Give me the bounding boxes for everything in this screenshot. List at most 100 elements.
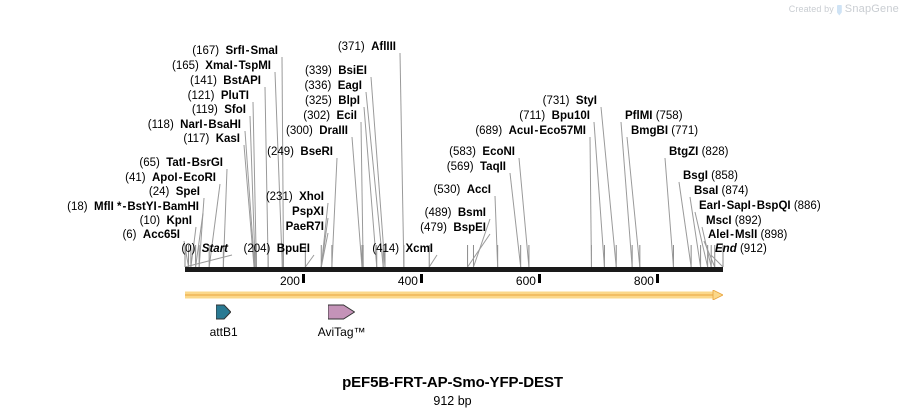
restriction-site-label[interactable]: BsgI (858)	[683, 170, 738, 183]
enzyme-name: BsrGI	[191, 157, 223, 169]
restriction-site-label[interactable]: (121) PluTI	[0, 90, 249, 103]
restriction-site-label[interactable]: PflMI (758)	[625, 110, 683, 123]
restriction-site-label[interactable]: (711) Bpu10I	[0, 110, 590, 123]
restriction-site-label[interactable]: (479) BspEI	[0, 222, 486, 235]
restriction-site-label[interactable]: MscI (892)	[706, 215, 762, 228]
restriction-site-label[interactable]: (119) SfoI	[0, 104, 246, 117]
site-position: (479)	[420, 222, 448, 234]
restriction-site-label[interactable]: (489) BsmI	[0, 207, 486, 220]
site-position: (65)	[139, 157, 160, 169]
site-position: (165)	[172, 60, 199, 72]
restriction-site-label[interactable]: (6) Acc65I	[0, 229, 180, 242]
watermark-prefix: Created by	[788, 4, 834, 14]
restriction-site-label[interactable]: (249) BseRI	[0, 146, 333, 159]
site-position: (325)	[305, 95, 332, 107]
restriction-site-label[interactable]: BtgZI (828)	[669, 146, 728, 159]
enzyme-name: BtgZI	[669, 146, 699, 158]
site-position: (758)	[655, 110, 683, 122]
restriction-site-label[interactable]: (41) ApoI-EcoRI	[0, 172, 216, 185]
enzyme-name: EcoNI	[482, 146, 515, 158]
restriction-site-label[interactable]: (117) KasI	[0, 133, 240, 146]
site-position: (892)	[734, 215, 762, 227]
label-separator: -	[751, 200, 756, 212]
site-position: (118)	[147, 119, 174, 131]
enzyme-name: AccI	[466, 184, 491, 196]
restriction-site-label[interactable]: (65) TatI-BsrGI	[0, 157, 223, 170]
restriction-site-label[interactable]: (371) AflIII	[0, 41, 396, 54]
restriction-site-label[interactable]: (569) TaqII	[0, 161, 506, 174]
site-position: (204)	[243, 243, 271, 255]
restriction-site-label[interactable]: (731) StyI	[0, 95, 597, 108]
label-separator: -	[122, 201, 127, 213]
enzyme-name: EagI	[337, 80, 362, 92]
enzyme-name: PflMI	[625, 110, 653, 122]
restriction-site-label[interactable]: (414) XcmI	[0, 243, 433, 256]
restriction-site-label[interactable]: (300) DraIII	[0, 125, 348, 138]
plasmid-size: 912 bp	[433, 394, 472, 408]
enzyme-name: SrfI	[225, 45, 245, 57]
enzyme-name: BlpI	[338, 95, 360, 107]
site-position: (858)	[711, 170, 738, 182]
site-position: (121)	[187, 90, 215, 102]
feature-arrow-AviTag[interactable]	[327, 303, 356, 321]
restriction-site-label[interactable]: EarI-SapI-BspQI (886)	[699, 200, 821, 213]
enzyme-name: TaqII	[480, 161, 506, 173]
orientation-arrow-icon	[185, 290, 723, 300]
enzyme-name: BsaI	[694, 185, 719, 197]
restriction-site-label[interactable]: (530) AccI	[0, 184, 491, 197]
restriction-site-label[interactable]: (0) Start	[0, 243, 228, 256]
enzyme-name: MscI	[706, 215, 732, 227]
feature-arrow-attB1[interactable]	[215, 303, 232, 321]
enzyme-name: End	[715, 243, 737, 255]
watermark-brand: SnapGene	[844, 3, 899, 15]
site-position: (689)	[475, 125, 503, 137]
enzyme-name: SpeI	[175, 186, 200, 198]
restriction-site-label[interactable]: (167) SrfI-SmaI	[0, 45, 278, 58]
enzyme-name: AflIII	[371, 41, 396, 53]
enzyme-name: TatI	[166, 157, 186, 169]
restriction-site-label[interactable]: PaeR7I	[0, 221, 324, 234]
snapgene-watermark: Created by SnapGene	[788, 3, 899, 16]
enzyme-name: AcuI	[508, 125, 534, 137]
enzyme-name: SfoI	[224, 104, 246, 116]
site-position: (336)	[304, 80, 332, 92]
restriction-site-label[interactable]: (24) SpeI	[0, 186, 200, 199]
label-separator: -	[178, 172, 183, 184]
restriction-site-label[interactable]: (18) MflI *-BstYI-BamHI	[0, 201, 199, 214]
label-separator: -	[203, 119, 208, 131]
restriction-site-label[interactable]: (689) AcuI-Eco57MI	[0, 125, 586, 138]
restriction-site-label[interactable]: (339) BsiEI	[0, 65, 367, 78]
site-position: (731)	[542, 95, 570, 107]
ruler-tick-mark	[301, 274, 305, 283]
site-position: (141)	[190, 75, 217, 87]
restriction-site-label[interactable]: (302) EciI	[0, 110, 357, 123]
enzyme-name: BsaHI	[208, 119, 241, 131]
restriction-site-label[interactable]: (10) KpnI	[0, 215, 192, 228]
restriction-site-label[interactable]: PspXI	[0, 206, 324, 219]
restriction-site-label[interactable]: (165) XmaI-TspMI	[0, 60, 271, 73]
restriction-site-label[interactable]: BsaI (874)	[694, 185, 748, 198]
site-position: (569)	[446, 161, 474, 173]
label-separator: -	[245, 45, 250, 57]
restriction-site-label[interactable]: AleI-MslI (898)	[708, 229, 787, 242]
restriction-site-label[interactable]: (231) XhoI	[0, 191, 324, 204]
enzyme-name: BseRI	[300, 146, 333, 158]
site-position: (117)	[183, 133, 210, 145]
enzyme-name: Eco57MI	[539, 125, 586, 137]
restriction-site-label-layer: (0) Start (6) Acc65I (10) KpnI (18) MflI *-…	[0, 41, 821, 256]
restriction-site-label[interactable]: (141) BstAPI	[0, 75, 261, 88]
restriction-site-label[interactable]: (204) BpuEI	[0, 243, 310, 256]
restriction-site-label[interactable]: (336) EagI	[0, 80, 362, 93]
restriction-site-label[interactable]: (583) EcoNI	[0, 146, 515, 159]
site-position: (249)	[267, 146, 294, 158]
site-position: (24)	[148, 186, 170, 198]
enzyme-name: MflI *	[93, 201, 122, 213]
restriction-site-label[interactable]: (118) NarI-BsaHI	[0, 119, 241, 132]
restriction-site-label[interactable]: BmgBI (771)	[631, 125, 698, 138]
enzyme-name: EarI	[699, 200, 721, 212]
restriction-site-label[interactable]: (325) BlpI	[0, 95, 360, 108]
enzyme-name: BsgI	[683, 170, 708, 182]
enzyme-name: SapI	[726, 200, 751, 212]
site-position: (300)	[285, 125, 313, 137]
restriction-site-label[interactable]: End (912)	[715, 243, 767, 256]
